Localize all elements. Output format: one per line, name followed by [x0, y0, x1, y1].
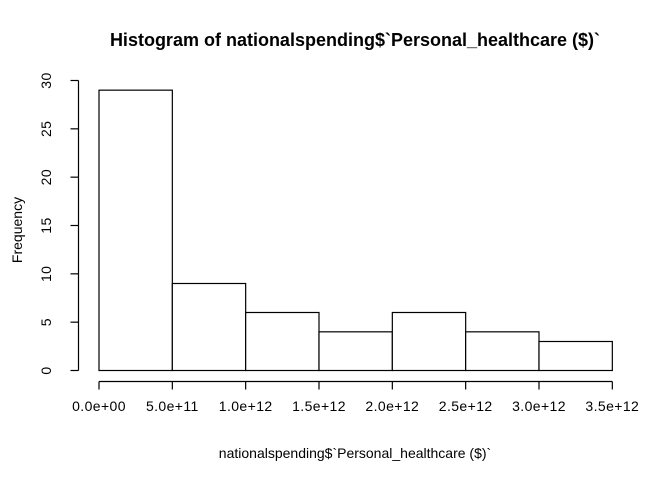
x-tick-label: 0.0e+00 [72, 398, 126, 414]
histogram-bar [171, 282, 247, 372]
histogram-bar [245, 311, 320, 372]
y-tick-label: 5 [38, 318, 54, 326]
y-tick-label: 20 [38, 169, 54, 185]
x-tick-label: 2.5e+12 [439, 398, 493, 414]
plot-area: 0 5 10 15 20 25 30 0.0e+00 5.0e+11 1.0e+12 1.5e+12… [38, 72, 639, 414]
histogram-bar [465, 331, 540, 372]
x-tick-label: 1.0e+12 [219, 398, 273, 414]
x-tick-label: 1.5e+12 [292, 398, 346, 414]
chart-title: Histogram of nationalspending$`Personal_… [110, 30, 600, 50]
y-tick-label: 25 [38, 121, 54, 137]
x-tick-label: 2.0e+12 [365, 398, 419, 414]
y-axis-label: Frequency [9, 197, 25, 263]
histogram-bar [318, 331, 393, 372]
y-tick-label: 30 [38, 72, 54, 88]
y-tick-label: 15 [38, 217, 54, 233]
histogram-bar [391, 311, 467, 372]
x-axis-label: nationalspending$`Personal_healthcare ($… [219, 445, 491, 461]
y-tick-label: 10 [38, 266, 54, 282]
x-tick-label: 5.0e+11 [146, 398, 199, 414]
y-tick-label: 0 [38, 366, 54, 374]
histogram-bar [98, 89, 173, 372]
x-tick-label: 3.0e+12 [512, 398, 566, 414]
histogram-bar [538, 340, 613, 372]
x-tick-label: 3.5e+12 [585, 398, 639, 414]
